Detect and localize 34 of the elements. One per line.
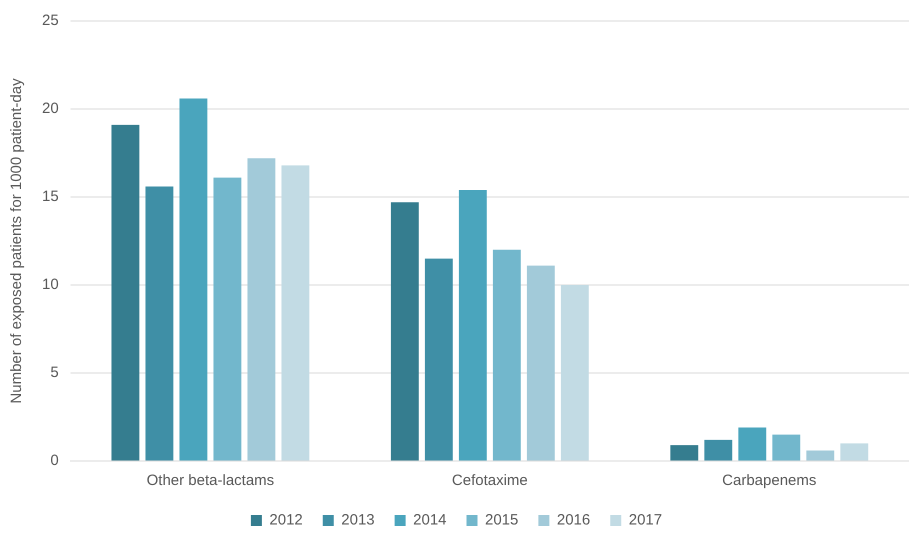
bar bbox=[670, 445, 698, 460]
y-tick-label: 25 bbox=[42, 12, 59, 30]
legend-label: 2016 bbox=[556, 512, 590, 529]
bar bbox=[738, 428, 766, 460]
y-axis-title: Number of exposed patients for 1000 patient-day bbox=[8, 78, 26, 404]
legend-label: 2013 bbox=[341, 512, 375, 529]
bar bbox=[179, 98, 208, 460]
bar bbox=[492, 250, 521, 460]
bar bbox=[458, 190, 487, 460]
legend-label: 2017 bbox=[628, 512, 662, 529]
bar bbox=[111, 124, 140, 460]
x-tick-label: Carbapenems bbox=[722, 472, 816, 490]
bar bbox=[704, 440, 732, 460]
bar bbox=[247, 158, 276, 460]
bar bbox=[806, 450, 834, 460]
x-tick-label: Other beta-lactams bbox=[146, 472, 274, 490]
bar bbox=[424, 258, 453, 460]
y-tick-label: 5 bbox=[50, 364, 59, 382]
bar bbox=[840, 443, 868, 460]
bar bbox=[213, 178, 242, 460]
y-tick-label: 15 bbox=[42, 188, 59, 206]
bar bbox=[390, 202, 419, 460]
legend-label: 2014 bbox=[413, 512, 447, 529]
bar bbox=[145, 186, 174, 460]
bar bbox=[281, 165, 310, 460]
y-tick-label: 20 bbox=[42, 100, 59, 118]
bar bbox=[526, 266, 555, 460]
x-tick-label: Cefotaxime bbox=[452, 472, 528, 490]
y-tick-label: 0 bbox=[50, 452, 59, 470]
bar bbox=[772, 434, 800, 460]
legend-label: 2012 bbox=[269, 512, 303, 529]
y-tick-label: 10 bbox=[42, 276, 59, 294]
legend-label: 2015 bbox=[485, 512, 518, 529]
bar bbox=[560, 285, 589, 460]
